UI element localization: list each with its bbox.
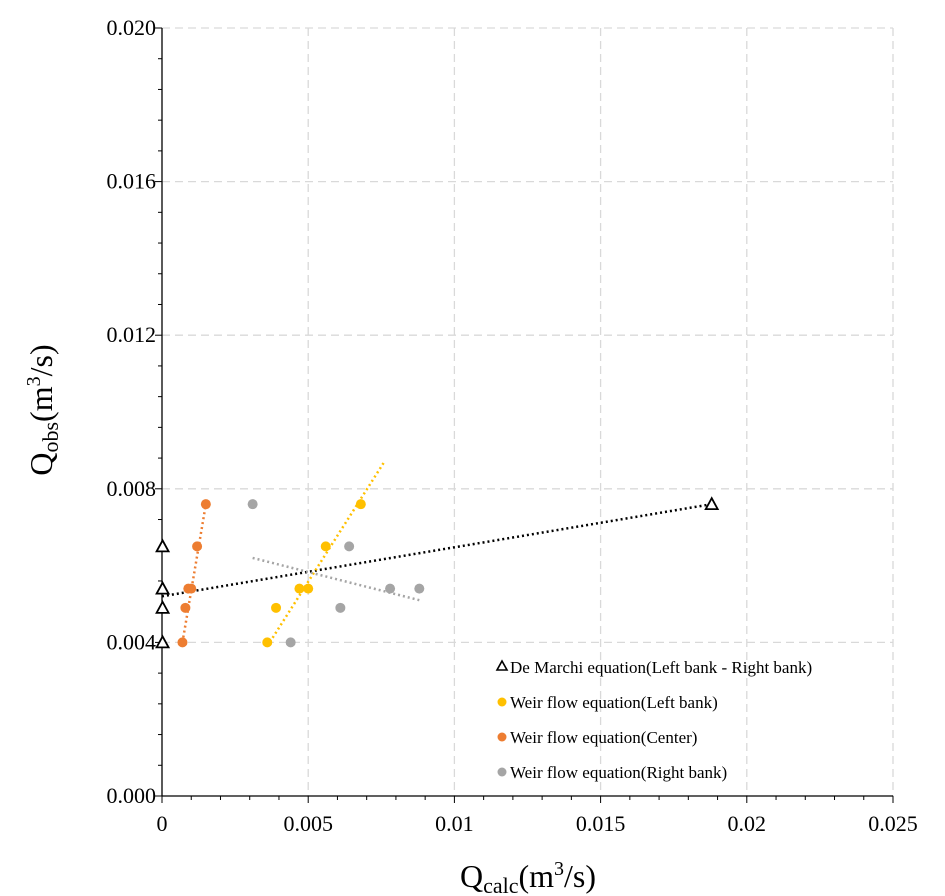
y-tick-label: 0.020: [107, 15, 157, 40]
x-tick-label: 0.02: [728, 811, 767, 836]
y-axis-title-unit: (m: [23, 386, 59, 422]
point-weir-flow-equation-center: [177, 637, 188, 648]
x-tick-label: 0.01: [435, 811, 474, 836]
point-weir-flow-equation-right-bank: [247, 499, 258, 510]
point-de-marchi-equation-left-bank-right-bank: [155, 634, 171, 649]
point-weir-flow-equation-left-bank: [262, 637, 273, 648]
y-tick-label: 0.008: [107, 476, 157, 501]
y-tick-label: 0.000: [107, 783, 157, 808]
legend-label-weir-right: Weir flow equation(Right bank): [510, 763, 727, 782]
point-weir-flow-equation-right-bank: [285, 637, 296, 648]
point-weir-flow-equation-center: [200, 499, 211, 510]
point-weir-flow-equation-left-bank: [303, 583, 314, 594]
x-tick-label: 0.015: [576, 811, 626, 836]
point-weir-flow-equation-left-bank: [355, 499, 366, 510]
x-axis-title-main: Q: [460, 858, 483, 894]
x-tick-label: 0: [157, 811, 168, 836]
y-axis-title-unit-end: /s): [23, 344, 59, 376]
point-de-marchi-equation-left-bank-right-bank: [155, 580, 171, 595]
y-tick-label: 0.016: [107, 169, 157, 194]
y-axis-title-sup: 3: [23, 376, 45, 386]
point-weir-flow-equation-right-bank: [414, 583, 425, 594]
axes: 0.000 0.004 0.008 0.012 0.016 0.020 0 0.005 0.01…: [107, 15, 918, 836]
trendlines: [161, 461, 712, 647]
legend: De Marchi equation(Left bank - Right ban…: [495, 658, 812, 782]
x-tick-label: 0.005: [283, 811, 333, 836]
point-weir-flow-equation-right-bank: [335, 602, 346, 613]
point-weir-flow-equation-left-bank: [320, 541, 331, 552]
point-de-marchi-equation-left-bank-right-bank: [704, 496, 720, 511]
x-axis-title: Qcalc(m3/s): [460, 858, 596, 896]
legend-marker-de-marchi: [495, 659, 509, 671]
grid: [162, 27, 894, 796]
point-weir-flow-equation-left-bank: [294, 583, 305, 594]
legend-label-weir-left: Weir flow equation(Left bank): [510, 693, 718, 712]
x-axis-title-unit-end: /s): [564, 858, 596, 894]
point-weir-flow-equation-right-bank: [344, 541, 355, 552]
trendline-weir-flow-equation-left-bank: [266, 461, 386, 647]
legend-marker-weir-center: [497, 732, 507, 742]
point-weir-flow-equation-center: [180, 602, 191, 613]
trendline-weir-flow-equation-center: [181, 503, 208, 643]
x-tick-label: 0.025: [868, 811, 918, 836]
data-markers: [155, 496, 720, 649]
point-weir-flow-equation-right-bank: [385, 583, 396, 594]
y-tick-label: 0.012: [107, 322, 157, 347]
legend-label-weir-center: Weir flow equation(Center): [510, 728, 697, 747]
x-axis-title-sup: 3: [554, 858, 564, 880]
y-tick-label: 0.004: [107, 629, 157, 654]
x-axis-title-sub: calc: [483, 873, 519, 896]
legend-marker-weir-right: [497, 767, 507, 777]
point-de-marchi-equation-left-bank-right-bank: [155, 599, 171, 614]
trendline-weir-flow-equation-right-bank: [252, 556, 420, 602]
y-axis-title-main: Q: [23, 453, 59, 476]
point-de-marchi-equation-left-bank-right-bank: [155, 538, 171, 553]
y-axis-title: Qobs(m3/s): [23, 344, 63, 475]
point-weir-flow-equation-center: [186, 583, 197, 594]
y-axis-title-sub: obs: [38, 422, 63, 453]
point-weir-flow-equation-center: [192, 541, 203, 552]
x-axis-title-unit: (m: [518, 858, 554, 894]
legend-label-de-marchi: De Marchi equation(Left bank - Right ban…: [510, 658, 812, 677]
point-weir-flow-equation-left-bank: [271, 602, 282, 613]
legend-marker-weir-left: [497, 697, 507, 707]
